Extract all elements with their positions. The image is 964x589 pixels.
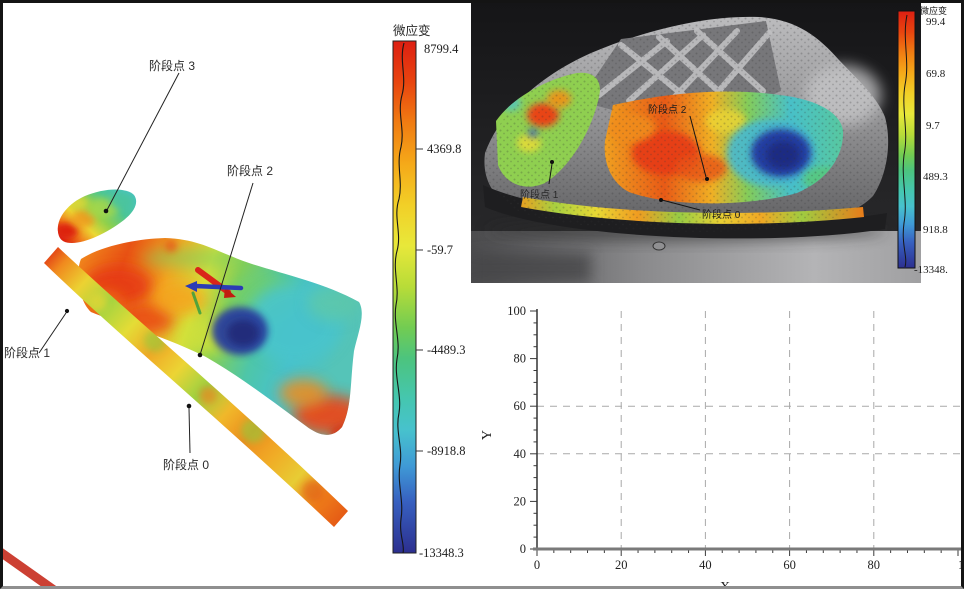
leader-lines [38,72,254,454]
photo-colorbar: 微应变 99.4 69.8 9.7 489.3 918.8 -13348. [897,3,961,283]
photo-colorbar-tick-label: 489.3 [923,171,948,183]
point-dot [197,352,203,358]
left-strain-view: 阶段点 3 阶段点 2 阶段点 1 阶段点 0 微应变 8799.4 4369.… [3,23,466,586]
label-stage-point-2: 阶段点 2 [227,163,273,178]
photo-label-stage-point-0: 阶段点 0 [702,208,741,221]
photo-colorbar-gradient [897,10,916,269]
tick-label: 60 [514,399,527,413]
tick-label: 80 [514,352,527,366]
axes-marker [185,267,244,315]
tick-label: 20 [615,558,628,572]
table-marker [652,241,666,251]
photo-colorbar-tick-label: -13348. [914,264,948,276]
photo-colorbar-histogram-curve [902,14,908,268]
label-stage-point-0: 阶段点 0 [163,457,209,472]
tick-label: 40 [514,447,527,461]
tick-label: 0 [520,542,526,556]
tick-label: 80 [868,558,881,572]
colorbar-tick-label: 8799.4 [424,42,459,56]
photo-colorbar-tick-label: 9.7 [926,120,940,132]
table-shadow [471,253,591,283]
colorbar-label-strip [921,3,961,283]
chart-tick-labels: 0 20 40 60 80 1 0 20 40 60 80 100 [507,304,961,572]
colorbar-tick-label: -8918.8 [427,444,466,458]
speckle-pattern [484,16,889,232]
left-colorbar: 微应变 8799.4 4369.8 -59.7 -4489.3 -8918.8 … [392,23,466,560]
colorbar-title: 微应变 [393,23,431,38]
tick-label: 1 [958,558,961,572]
photo-colorbar-tick-label: 918.8 [923,224,948,236]
photo-label-stage-point-2: 阶段点 2 [648,103,687,116]
label-stage-point-3: 阶段点 3 [149,58,195,73]
colorbar-histogram-curve [394,42,405,554]
tick-label: 100 [507,304,526,318]
chart-background [471,283,961,586]
tick-label: 20 [514,494,527,508]
xy-chart: 0 20 40 60 80 1 0 20 40 60 80 100 Y X [471,283,961,586]
photo-colorbar-title: 微应变 [920,5,947,16]
tick-label: 60 [783,558,796,572]
photo-label-stage-point-1: 阶段点 1 [520,188,559,201]
shoe-photo [483,16,889,239]
point-dot [186,403,192,409]
tick-label: 0 [534,558,540,572]
photo-colorbar-tick-label: 69.8 [926,68,946,80]
colorbar-tick-label: -59.7 [427,243,453,257]
y-axis-title: Y [480,430,495,440]
corner-red-line [3,548,57,586]
point-dot [64,308,70,314]
colorbar-tick-label: -4489.3 [427,343,466,357]
photo-colorbar-tick-label: 99.4 [926,16,946,28]
strain-piece-heel [57,189,137,243]
colorbar-gradient [392,40,417,554]
x-axis-title: X [720,580,730,586]
colorbar-tick-label: 4369.8 [427,142,461,156]
photo-panel: 阶段点 2 阶段点 1 阶段点 0 微应变 99.4 69.8 9.7 489.… [471,3,961,283]
tick-label: 40 [699,558,712,572]
chart-gridlines [537,311,961,548]
label-stage-point-1: 阶段点 1 [4,345,50,360]
point-dot [103,208,109,214]
photo-leader-lines [548,115,709,211]
colorbar-tick-label: -13348.3 [419,546,464,560]
